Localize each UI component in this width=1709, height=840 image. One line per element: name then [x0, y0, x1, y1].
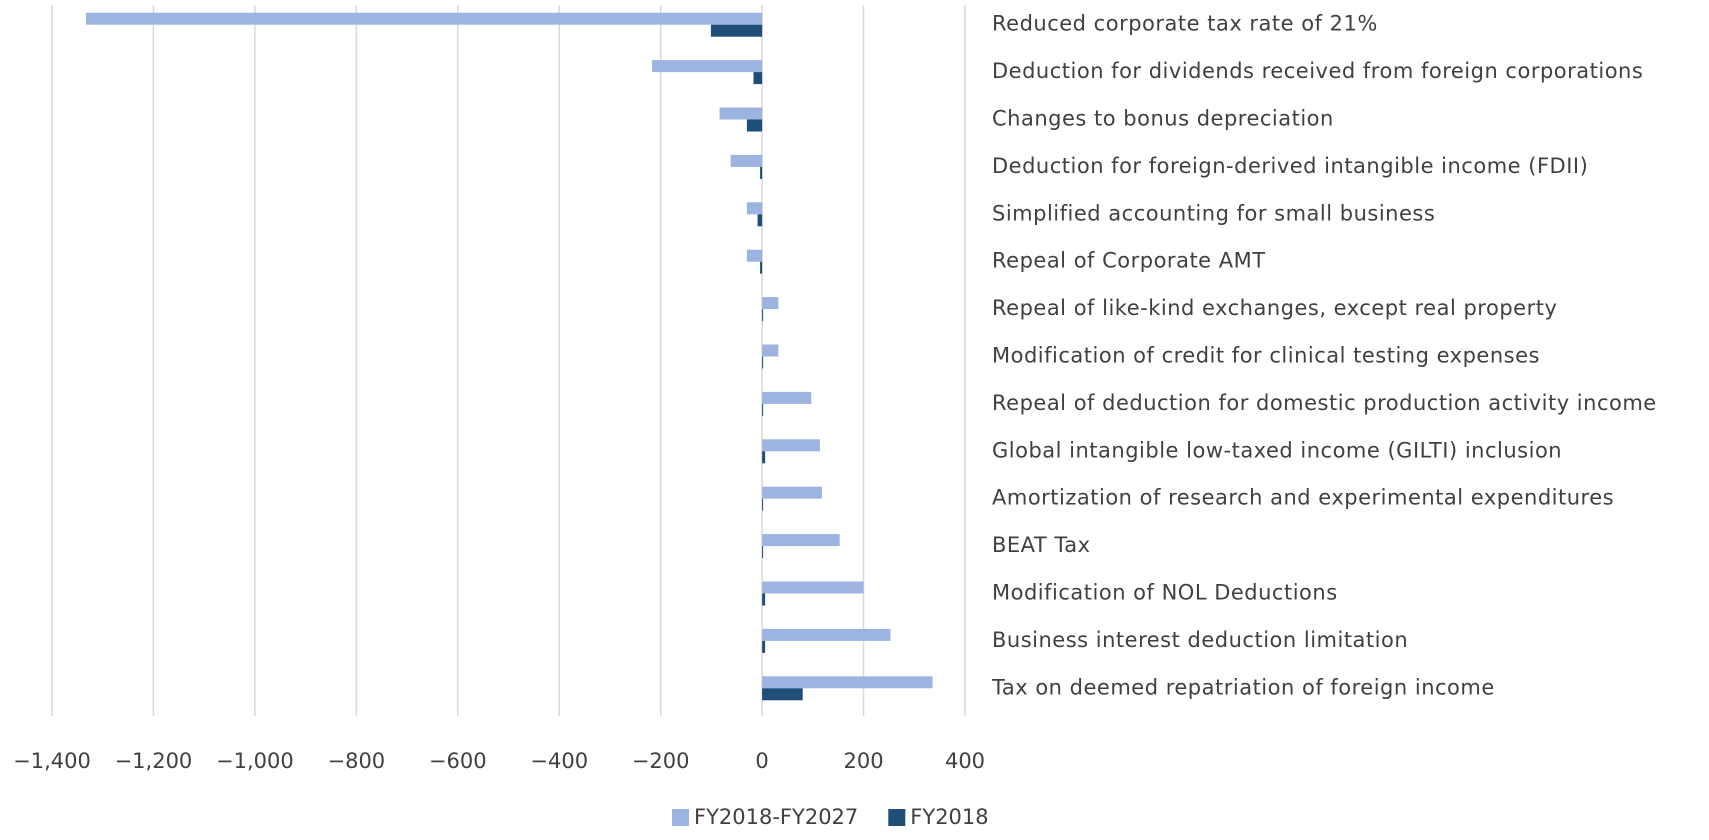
bar [762, 451, 766, 464]
bar [762, 688, 803, 701]
category-label: Modification of NOL Deductions [992, 581, 1338, 605]
bar [762, 581, 864, 594]
legend-label: FY2018-FY2027 [694, 805, 858, 829]
category-label: Changes to bonus depreciation [992, 107, 1334, 131]
bar [719, 107, 763, 120]
bar [762, 593, 766, 606]
bar [762, 356, 764, 369]
category-label: Reduced corporate tax rate of 21% [992, 12, 1378, 36]
bar [746, 202, 763, 215]
x-tick-label: 200 [844, 749, 884, 773]
bar [746, 249, 763, 262]
category-label: Deduction for foreign-derived intangible… [992, 154, 1588, 178]
bar [762, 676, 933, 689]
bar [762, 439, 820, 452]
bar [753, 72, 763, 85]
category-label: Tax on deemed repatriation of foreign in… [991, 675, 1495, 699]
bar [710, 24, 763, 37]
bar [762, 486, 822, 499]
bar [760, 261, 763, 274]
category-label: Modification of credit for clinical test… [992, 344, 1540, 368]
bar [760, 166, 763, 179]
x-tick-label: −800 [327, 749, 385, 773]
category-label: Repeal of deduction for domestic product… [992, 391, 1657, 415]
legend-label: FY2018 [910, 805, 988, 829]
x-tick-label: −1,400 [13, 749, 91, 773]
x-tick-label: −200 [632, 749, 690, 773]
bar [762, 546, 764, 559]
category-label: BEAT Tax [992, 533, 1091, 557]
bar [746, 119, 763, 132]
bar [757, 214, 763, 227]
legend-swatch [888, 809, 906, 826]
bar [762, 628, 891, 641]
x-tick-label: −600 [429, 749, 487, 773]
x-tick-label: 0 [755, 749, 768, 773]
bar [762, 309, 764, 322]
category-label: Deduction for dividends received from fo… [992, 59, 1643, 83]
x-tick-label: 400 [945, 749, 985, 773]
bar [762, 344, 779, 357]
category-label: Amortization of research and experimenta… [992, 486, 1614, 510]
category-label: Repeal of like-kind exchanges, except re… [992, 296, 1557, 320]
bar [762, 498, 764, 511]
legend-swatch [672, 809, 689, 826]
bar [762, 640, 766, 653]
bar [85, 12, 763, 25]
category-label: Business interest deduction limitation [992, 628, 1408, 652]
bar [762, 391, 812, 404]
category-label: Repeal of Corporate AMT [992, 249, 1266, 273]
x-tick-label: −1,200 [115, 749, 193, 773]
bar [652, 60, 763, 73]
category-label: Global intangible low-taxed income (GILT… [992, 438, 1562, 462]
bar [730, 154, 763, 167]
bar [762, 297, 779, 310]
bar [762, 403, 764, 416]
category-label: Simplified accounting for small business [992, 201, 1435, 225]
x-tick-label: −400 [530, 749, 588, 773]
bar [762, 534, 840, 547]
x-tick-label: −1,000 [216, 749, 294, 773]
